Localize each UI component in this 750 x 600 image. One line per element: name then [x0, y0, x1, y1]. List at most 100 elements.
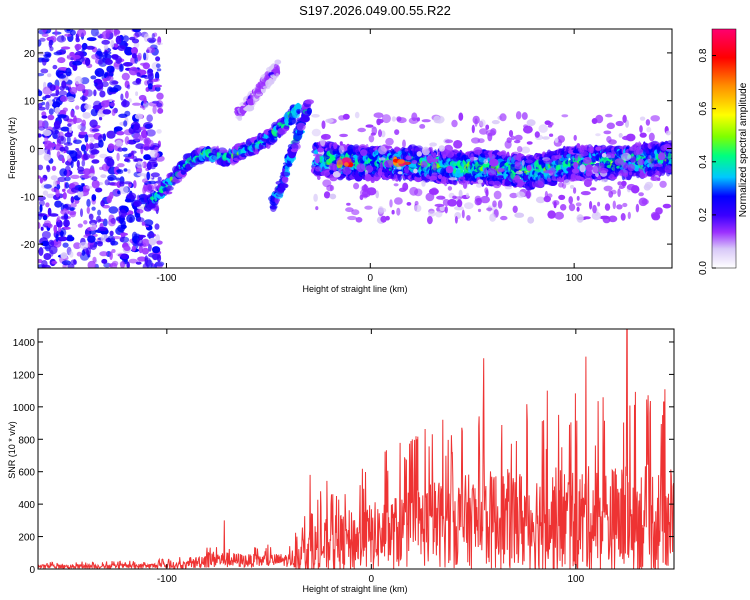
spectrogram-cell [491, 120, 500, 125]
spectrogram-cell [99, 251, 109, 257]
spectrogram-cell [64, 182, 69, 189]
spectrogram-cell [662, 203, 672, 209]
spectrogram-cell [152, 100, 160, 104]
spectrogram-cell [122, 62, 133, 67]
spectrogram-cell [146, 114, 153, 122]
spectrogram-cell [514, 161, 521, 167]
spectrogram-cell [69, 29, 76, 36]
spectrogram-cell [576, 195, 580, 201]
spectrogram-cell [40, 68, 49, 74]
spectrogram-cell [41, 101, 46, 106]
spectrogram-cell [50, 175, 58, 181]
spectrogram-cell [74, 43, 82, 51]
spectrogram-cell [81, 249, 86, 256]
spectrogram-cell [347, 215, 357, 221]
spectrogram-cell [299, 115, 310, 123]
spectrogram-cell [595, 133, 601, 137]
snr-y-tick-label: 600 [18, 468, 35, 479]
spectrogram-cell [123, 245, 131, 251]
spectrogram-cell [111, 260, 119, 267]
spectrogram-cell [281, 172, 291, 177]
spectrogram-y-tick-label: -10 [21, 192, 36, 203]
spectrogram-cell [91, 206, 96, 211]
spectrogram-cell [378, 129, 382, 138]
spectrogram-cell [104, 71, 109, 77]
spectrogram-cell [120, 261, 125, 268]
spectrogram-cell [544, 120, 552, 125]
spectrogram-cell [456, 199, 463, 208]
spectrogram-cell [124, 46, 134, 56]
spectrogram-cell [42, 96, 47, 101]
spectrogram-cell [156, 254, 162, 262]
spectrogram-cell [628, 171, 633, 176]
spectrogram-cell [487, 168, 497, 176]
spectrogram-cell [107, 176, 114, 181]
spectrogram-cell [78, 186, 84, 192]
spectrogram-cell [106, 65, 115, 73]
spectrogram-cell [140, 62, 147, 66]
spectrogram-cell [153, 78, 160, 82]
spectrogram-x-tick-label: 100 [566, 273, 583, 284]
spectrogram-cell [405, 155, 412, 161]
spectrogram-cell [612, 200, 616, 210]
spectrogram-cell [137, 52, 142, 61]
spectrogram-cell [429, 142, 437, 147]
spectrogram-cell [526, 141, 533, 145]
spectrogram-cell [601, 153, 607, 158]
spectrogram-cell [96, 48, 102, 57]
spectrogram-cell [119, 181, 125, 188]
spectrogram-cell [585, 169, 593, 177]
spectrogram-cell [61, 260, 71, 266]
spectrogram-cell [576, 206, 580, 212]
spectrogram-cell [627, 211, 631, 220]
spectrogram-cell [664, 165, 672, 174]
spectrogram-cell [40, 177, 47, 182]
spectrogram-cell [38, 106, 46, 111]
spectrogram-cell [124, 158, 130, 162]
spectrogram-cell [394, 129, 400, 136]
spectrogram-cell [122, 98, 127, 107]
spectrogram-cell [665, 130, 671, 136]
snr-x-tick-label: 0 [369, 574, 375, 585]
spectrogram-cell [116, 152, 120, 162]
spectrogram-cell [90, 75, 97, 80]
snr-y-tick-label: 200 [18, 533, 35, 544]
spectrogram-cell [146, 171, 150, 181]
spectrogram-cell [91, 179, 100, 189]
spectrogram-cell [50, 93, 58, 97]
spectrogram-cell [43, 184, 52, 189]
spectrogram-cell [445, 165, 454, 174]
spectrogram-cell [609, 173, 615, 180]
spectrogram-cell [434, 203, 445, 207]
spectrogram-cell [476, 183, 483, 188]
snr-y-tick-label: 400 [18, 500, 35, 511]
spectrogram-cell [88, 213, 94, 221]
spectrogram-cell [454, 206, 464, 211]
spectrogram-cell [322, 179, 332, 188]
spectrogram-cell [485, 124, 490, 130]
spectrogram-cell [462, 180, 468, 189]
snr-y-ticks: 0 200 400 600 800 1000 1200 1400 [13, 338, 674, 576]
spectrogram-cell [438, 145, 445, 152]
spectrogram-cell [110, 240, 119, 246]
spectrogram-cell [102, 109, 112, 115]
spectrogram-cell [321, 120, 326, 129]
spectrogram-cell [90, 29, 99, 37]
spectrogram-cell [471, 124, 475, 134]
spectrogram-cell [543, 158, 553, 165]
spectrogram-cell [626, 183, 636, 191]
spectrogram-cell [56, 216, 61, 223]
spectrogram-cell [121, 147, 128, 152]
spectrogram-cell [296, 122, 306, 131]
spectrogram-cell [94, 68, 105, 77]
spectrogram-cell [483, 167, 487, 175]
spectrogram-cell [99, 153, 108, 159]
spectrogram-cell [153, 84, 163, 88]
spectrogram-cell [59, 146, 66, 152]
spectrogram-cell [49, 213, 59, 217]
spectrogram-cell [48, 108, 54, 115]
spectrogram-cell [58, 90, 68, 96]
spectrogram-cell [104, 59, 113, 65]
spectrogram-cell [329, 184, 333, 191]
